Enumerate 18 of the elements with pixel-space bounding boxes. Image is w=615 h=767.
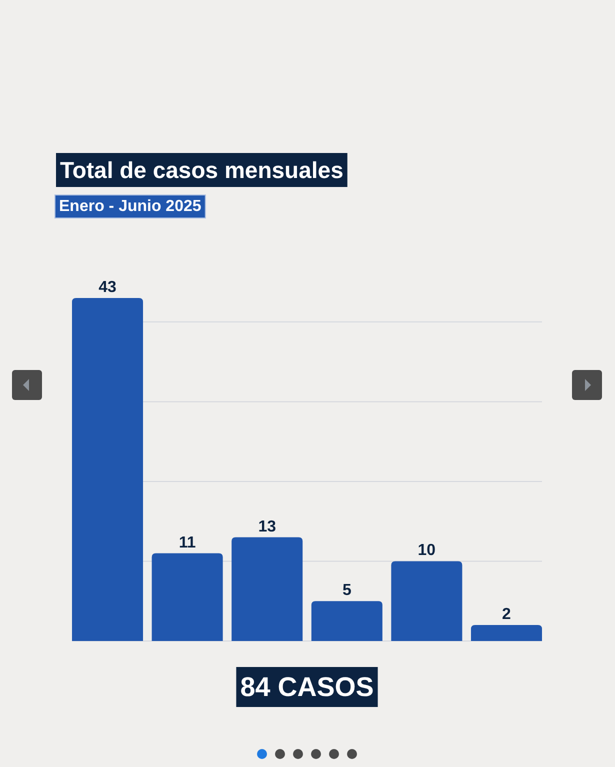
data-label: 43 — [98, 279, 117, 296]
bar — [391, 561, 462, 641]
previous-button[interactable] — [12, 370, 42, 400]
data-label: 2 — [502, 606, 512, 624]
bar — [152, 553, 223, 641]
data-label: 5 — [342, 582, 352, 600]
next-button[interactable] — [572, 370, 602, 400]
bar — [311, 601, 382, 641]
bar — [72, 298, 144, 641]
data-label: 13 — [258, 518, 276, 536]
bar — [232, 537, 303, 641]
bar — [470, 625, 542, 641]
chart-title: Total de casos mensuales — [60, 157, 344, 183]
pagination-dots[interactable] — [257, 749, 357, 759]
chart-subtitle: Enero - Junio 2025 — [59, 198, 202, 215]
data-label: 10 — [418, 542, 436, 560]
data-label: 11 — [178, 534, 196, 552]
text: 84 CASOS — [240, 672, 374, 702]
